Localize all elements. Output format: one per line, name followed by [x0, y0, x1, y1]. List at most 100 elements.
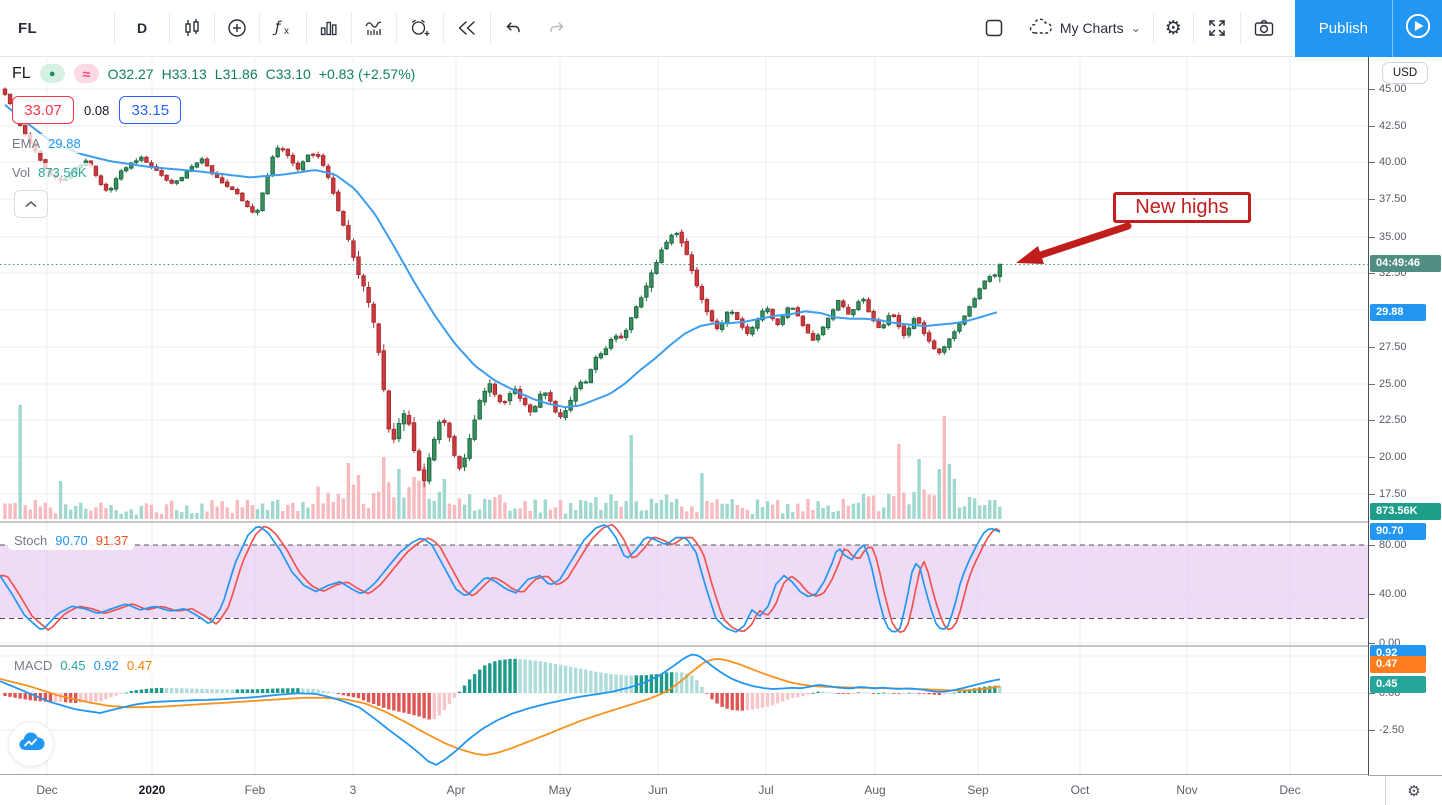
macd-line-value: 0.92 [93, 658, 119, 673]
low-value: 31.86 [222, 65, 258, 82]
snapshot-button[interactable] [1241, 8, 1287, 48]
axis-label: 80.00 [1369, 539, 1407, 551]
stoch-legend: Stoch 90.70 91.37 [8, 531, 135, 550]
volume-label: Vol [12, 165, 31, 180]
macd-hist-badge: 0.45 [1370, 676, 1426, 693]
time-axis-label: Feb [244, 783, 266, 797]
tradingview-logo-button[interactable] [8, 721, 54, 767]
stoch-k-value: 90.70 [55, 533, 88, 548]
high-value: 33.13 [171, 65, 207, 82]
plus-circle-icon [226, 17, 248, 39]
cloud-chart-logo-icon [17, 731, 45, 758]
axis-label: 42.50 [1369, 120, 1407, 132]
gear-icon: ⚙ [1407, 782, 1421, 800]
bar-replay-button[interactable] [444, 8, 490, 48]
toolbar-divider [114, 13, 115, 43]
settings-button[interactable]: ⚙ [1154, 8, 1193, 48]
financials-button[interactable] [352, 8, 396, 48]
layout-button[interactable] [971, 8, 1017, 48]
axis-label: 27.50 [1369, 341, 1407, 353]
candles [2, 87, 1003, 488]
svg-text:x: x [284, 26, 289, 37]
ema-line [4, 104, 998, 409]
toolbar-divider [306, 13, 307, 43]
symbol-search-button[interactable]: FL [18, 19, 37, 37]
price-scale[interactable]: USD 45.00 42.50 40.00 37.50 35.00 32.50 27.50 2… [1368, 57, 1442, 775]
interval-button[interactable]: D [136, 20, 148, 36]
countdown-badge: 04:49:46 [1370, 255, 1441, 272]
undo-button[interactable] [491, 8, 535, 48]
undo-icon [502, 17, 524, 39]
compare-button[interactable] [215, 8, 259, 48]
macd-signal-value: 0.47 [126, 658, 153, 673]
alert-button[interactable] [397, 8, 443, 48]
gridlines [0, 58, 1368, 775]
toolbar-right-group: My Charts ⌄ ⚙ Publish [971, 0, 1442, 57]
ema-value: 29.88 [48, 136, 81, 151]
time-axis-label: Nov [1176, 783, 1198, 797]
time-axis-label: Apr [446, 783, 466, 797]
toolbar-divider [443, 13, 444, 43]
ask-button[interactable]: 33.15 [119, 96, 182, 124]
toolbar-divider [169, 13, 170, 43]
time-scale-settings[interactable]: ⚙ [1385, 776, 1442, 805]
fullscreen-button[interactable] [1194, 8, 1240, 48]
collapse-legend-button[interactable] [14, 190, 48, 218]
time-scale[interactable]: Dec 2020 Feb 3 Apr May Jun Jul Aug Sep Oct Nov Dec [0, 775, 1368, 805]
chart-style-button[interactable] [170, 8, 214, 48]
redo-button[interactable] [535, 8, 579, 48]
time-axis-label: Aug [864, 783, 886, 797]
my-charts-menu[interactable]: My Charts ⌄ [1017, 18, 1153, 39]
toolbar-divider [396, 13, 397, 43]
toolbar-divider [351, 13, 352, 43]
chevron-down-icon: ⌄ [1130, 21, 1141, 35]
axis-label: 25.00 [1369, 378, 1407, 390]
bid-ask-row: 33.07 0.08 33.15 [6, 94, 187, 126]
ema-label: EMA [12, 136, 41, 151]
toolbar-divider [1152, 13, 1154, 43]
change-value: +0.83 (+2.57%) [318, 65, 416, 82]
stoch-band [0, 544, 1368, 619]
play-circle-icon [1405, 13, 1431, 44]
macd-hist-value: 0.45 [60, 658, 86, 673]
annotation-text: New highs [1135, 196, 1229, 218]
publish-menu-button[interactable] [1392, 0, 1442, 57]
annotation-arrow[interactable] [1016, 222, 1132, 264]
approx-icon: ≈ [82, 65, 91, 82]
time-axis-label: Dec [1279, 783, 1301, 797]
chevron-up-icon [25, 195, 37, 213]
bid-button[interactable]: 33.07 [12, 96, 74, 124]
axis-label: 37.50 [1369, 193, 1407, 205]
time-axis-label: 3 [349, 783, 357, 797]
publish-button[interactable]: Publish [1294, 0, 1392, 57]
expand-arrows-icon [1205, 16, 1229, 40]
toolbar-divider [1239, 13, 1241, 43]
cloud-icon [1029, 18, 1053, 39]
currency-button[interactable]: USD [1382, 62, 1428, 84]
ohlc-values: O32.27 H33.13 L31.86 C33.10 +0.83 (+2.57… [107, 65, 416, 82]
axis-label: 40.00 [1369, 588, 1407, 600]
candlestick-icon [181, 17, 203, 39]
axis-label: 17.50 [1369, 488, 1407, 500]
macd-legend: MACD 0.45 0.92 0.47 [8, 656, 159, 675]
axis-label: 35.00 [1369, 231, 1407, 243]
trend-bars-icon [363, 17, 385, 39]
open-value: 32.27 [118, 65, 154, 82]
publish-group: Publish [1294, 0, 1442, 57]
indicator-templates-button[interactable] [307, 8, 351, 48]
stoch-k-badge: 90.70 [1370, 523, 1426, 540]
time-axis-label: Oct [1070, 783, 1090, 797]
volume-bars [3, 405, 1002, 519]
axis-label: 45.00 [1369, 83, 1407, 95]
toolbar-divider [214, 13, 215, 43]
close-value: 33.10 [275, 65, 311, 82]
layout-square-icon [982, 16, 1006, 40]
my-charts-label: My Charts [1059, 20, 1124, 36]
market-status-toggle[interactable]: ● [39, 64, 65, 83]
new-highs-callout[interactable]: New highs [1113, 192, 1251, 223]
columns-icon [318, 17, 340, 39]
ideas-toggle[interactable]: ≈ [73, 64, 99, 83]
